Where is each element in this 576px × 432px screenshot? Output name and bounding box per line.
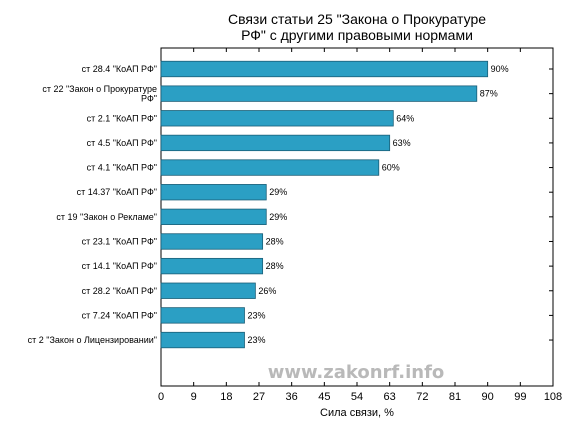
bar-value-label-8: 28% xyxy=(266,261,284,271)
bar-value-label-7: 28% xyxy=(266,236,284,246)
category-label-8-line-0: ст 14.1 "КоАП РФ" xyxy=(82,261,157,271)
x-tick-label-10: 90 xyxy=(482,391,494,403)
bar-5 xyxy=(160,184,267,201)
x-tick-label-8: 72 xyxy=(416,391,428,403)
x-tick-label-9: 81 xyxy=(449,391,461,403)
bar-1 xyxy=(160,85,478,102)
bar-7 xyxy=(160,233,264,250)
category-label-10-line-0: ст 7.24 "КоАП РФ" xyxy=(82,310,157,320)
category-label-11: ст 2 "Закон о Лицензировании" xyxy=(28,335,157,345)
category-label-3-line-0: ст 4.5 "КоАП РФ" xyxy=(87,138,157,148)
category-label-6: ст 19 "Закон о Рекламе" xyxy=(56,212,157,222)
bar-6 xyxy=(160,208,267,225)
bar-value-label-3: 63% xyxy=(393,138,411,148)
x-tick-label-3: 27 xyxy=(253,391,265,403)
bar-9 xyxy=(160,282,256,299)
category-label-11-line-0: ст 2 "Закон о Лицензировании" xyxy=(28,335,157,345)
x-tick-label-0: 0 xyxy=(158,391,164,403)
category-label-0: ст 28.4 "КоАП РФ" xyxy=(82,64,157,74)
bar-value-label-10: 23% xyxy=(247,310,265,320)
category-label-7: ст 23.1 "КоАП РФ" xyxy=(82,236,157,246)
x-tick-label-4: 36 xyxy=(286,391,298,403)
category-label-3: ст 4.5 "КоАП РФ" xyxy=(87,138,157,148)
category-label-0-line-0: ст 28.4 "КоАП РФ" xyxy=(82,64,157,74)
x-axis-title: Сила связи, % xyxy=(320,407,394,419)
category-label-2-line-0: ст 2.1 "КоАП РФ" xyxy=(87,113,157,123)
category-label-10: ст 7.24 "КоАП РФ" xyxy=(82,310,157,320)
x-tick-label-12: 108 xyxy=(544,391,562,403)
category-label-7-line-0: ст 23.1 "КоАП РФ" xyxy=(82,236,157,246)
bar-11 xyxy=(160,331,245,349)
category-label-5: ст 14.37 "КоАП РФ" xyxy=(77,187,157,197)
category-label-1: ст 22 "Закон о Прокуратуре РФ" xyxy=(42,84,157,104)
category-label-1-line-1: РФ" xyxy=(141,93,157,103)
bar-value-label-6: 29% xyxy=(269,212,287,222)
bar-0 xyxy=(160,60,489,78)
category-label-5-line-0: ст 14.37 "КоАП РФ" xyxy=(77,187,157,197)
bar-2 xyxy=(160,110,394,127)
bar-value-label-5: 29% xyxy=(269,187,287,197)
category-label-4: ст 4.1 "КоАП РФ" xyxy=(87,163,157,173)
bar-value-label-11: 23% xyxy=(247,335,265,345)
category-label-9-line-0: ст 28.2 "КоАП РФ" xyxy=(82,286,157,296)
x-tick-label-2: 18 xyxy=(220,391,232,403)
category-label-6-line-0: ст 19 "Закон о Рекламе" xyxy=(56,212,157,222)
bar-10 xyxy=(160,307,245,324)
chart-title-line-1: Связи статьи 25 "Закона о Прокуратуре xyxy=(228,11,486,27)
bar-4 xyxy=(160,159,380,176)
bar-value-label-2: 64% xyxy=(396,113,414,123)
bar-value-label-4: 60% xyxy=(382,163,400,173)
watermark: www.zakonrf.info xyxy=(268,362,445,383)
category-label-2: ст 2.1 "КоАП РФ" xyxy=(87,113,157,123)
x-tick-label-1: 9 xyxy=(191,391,197,403)
bar-value-label-1: 87% xyxy=(480,89,498,99)
plot-area: 0 9 18 27 36 45 54 63 72 81 90 99 108 90% ст 28.4 "КоА… xyxy=(28,47,562,403)
bar-value-label-0: 90% xyxy=(491,64,509,74)
x-tick-label-6: 54 xyxy=(351,391,363,403)
x-tick-label-7: 63 xyxy=(384,391,396,403)
bar-3 xyxy=(160,134,391,152)
bar-value-label-9: 26% xyxy=(258,286,276,296)
category-label-8: ст 14.1 "КоАП РФ" xyxy=(82,261,157,271)
category-label-4-line-0: ст 4.1 "КоАП РФ" xyxy=(87,163,157,173)
chart-title-line-2: РФ" с другими правовыми нормами xyxy=(241,27,473,43)
category-label-9: ст 28.2 "КоАП РФ" xyxy=(82,286,157,296)
category-label-1-line-0: ст 22 "Закон о Прокуратуре xyxy=(42,84,157,94)
x-tick-label-5: 45 xyxy=(318,391,330,403)
x-tick-label-11: 99 xyxy=(514,391,526,403)
bar-8 xyxy=(160,257,264,275)
